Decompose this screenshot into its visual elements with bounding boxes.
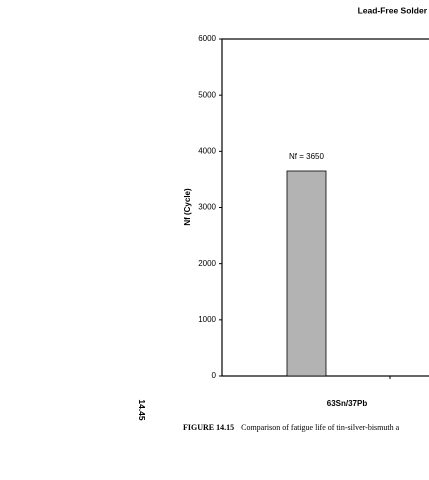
y-tick-label: 3000 bbox=[198, 203, 216, 212]
y-tick-label: 2000 bbox=[198, 259, 216, 268]
y-tick-label: 0 bbox=[212, 371, 217, 380]
caption-label: FIGURE 14.15 bbox=[183, 423, 234, 432]
y-tick-label: 6000 bbox=[198, 34, 216, 43]
y-tick-label: 1000 bbox=[198, 315, 216, 324]
running-header: Lead-Free Solder bbox=[358, 5, 428, 15]
x-tick-label: 63Sn/37Pb bbox=[327, 399, 368, 408]
caption: FIGURE 14.15 Comparison of fatigue life o… bbox=[183, 423, 400, 432]
plot: 0 1000 2000 3000 4000 5000 6000 63Sn/37Pb Nf = 3… bbox=[198, 34, 429, 408]
y-axis-label: Nf (Cycle) bbox=[183, 188, 192, 226]
page-number: 14.45 bbox=[137, 399, 147, 421]
y-tick-label: 5000 bbox=[198, 90, 216, 99]
bar bbox=[286, 170, 327, 377]
caption-text: Comparison of fatigue life of tin-silver… bbox=[241, 423, 399, 432]
data-label: Nf = 3650 bbox=[289, 152, 324, 161]
y-tick-label: 4000 bbox=[198, 146, 216, 155]
